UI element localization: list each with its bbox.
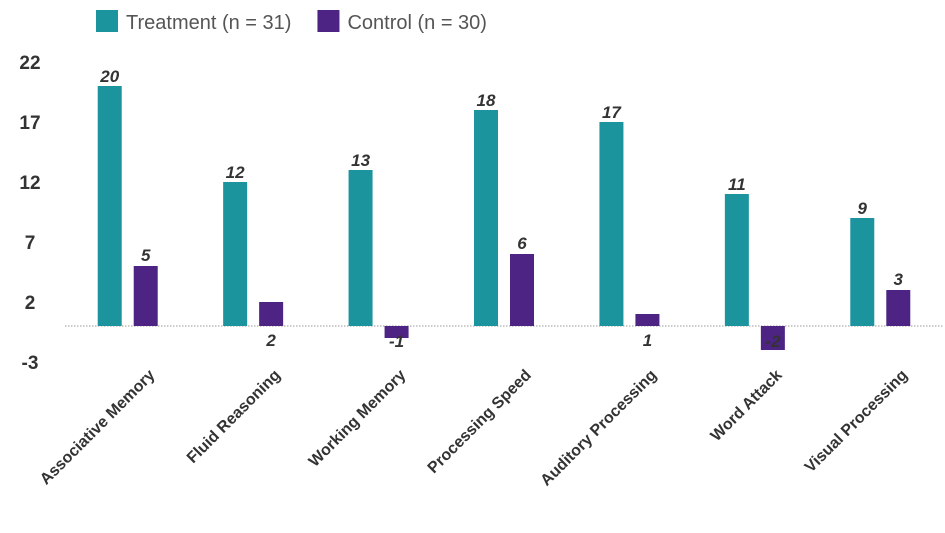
y-tick-label: 22 (19, 53, 40, 74)
bar-treatment-n-31-processing-speed (474, 110, 498, 326)
data-label-control-n-30-auditory-processing: 1 (643, 331, 652, 350)
x-tick-label-fluid-reasoning: Fluid Reasoning (184, 367, 284, 467)
bar-control-n-30-word-attack (760, 326, 785, 350)
bar-treatment-n-31-word-attack (724, 194, 749, 326)
legend-swatch-treatment-n-31 (96, 10, 118, 32)
x-tick-label-processing-speed: Processing Speed (425, 367, 535, 477)
data-label-treatment-n-31-fluid-reasoning: 12 (226, 163, 245, 182)
legend-swatch-control-n-30 (317, 10, 340, 32)
bar-control-n-30-processing-speed (510, 254, 534, 326)
bar-treatment-n-31-visual-processing (850, 218, 875, 326)
bar-treatment-n-31-working-memory (348, 170, 373, 326)
data-label-control-n-30-visual-processing: 3 (894, 270, 904, 289)
y-tick-label: 17 (19, 113, 40, 134)
bar-treatment-n-31-fluid-reasoning (223, 182, 248, 326)
bar-treatment-n-31-auditory-processing (599, 122, 624, 326)
legend-label-treatment-n-31: Treatment (n = 31) (126, 12, 291, 34)
data-label-treatment-n-31-associative-memory: 20 (99, 67, 119, 86)
bar-control-n-30-associative-memory (133, 266, 158, 326)
bar-control-n-30-auditory-processing (635, 314, 660, 326)
data-label-treatment-n-31-auditory-processing: 17 (602, 103, 622, 122)
y-tick-label: -3 (22, 353, 39, 374)
x-axis: Associative Memory Fluid Reasoning Working… (37, 367, 911, 490)
x-tick-label-auditory-processing: Auditory Processing (538, 367, 661, 490)
data-label-treatment-n-31-processing-speed: 18 (477, 91, 496, 110)
bar-control-n-30-visual-processing (886, 290, 911, 326)
y-axis: 22 17 12 7 2 -3 (19, 53, 40, 374)
bar-treatment-n-31-associative-memory (97, 86, 122, 326)
data-label-control-n-30-associative-memory: 5 (141, 246, 151, 265)
data-label-treatment-n-31-working-memory: 13 (351, 151, 370, 170)
data-label-treatment-n-31-visual-processing: 9 (858, 199, 868, 218)
data-label-control-n-30-processing-speed: 6 (517, 234, 527, 253)
x-tick-label-visual-processing: Visual Processing (802, 367, 911, 476)
data-label-treatment-n-31-word-attack: 11 (728, 175, 746, 194)
x-tick-label-working-memory: Working Memory (306, 367, 410, 471)
legend: Treatment (n = 31) Control (n = 30) (96, 10, 487, 34)
x-tick-label-associative-memory: Associative Memory (37, 367, 159, 489)
bar-control-n-30-working-memory (384, 326, 409, 338)
data-label-control-n-30-fluid-reasoning: 2 (265, 331, 276, 350)
data-label-control-n-30-word-attack: -2 (765, 332, 781, 351)
y-tick-label: 12 (19, 173, 40, 194)
y-tick-label: 7 (25, 233, 36, 254)
legend-label-control-n-30: Control (n = 30) (347, 12, 487, 34)
data-label-control-n-30-working-memory: -1 (389, 332, 404, 351)
y-tick-label: 2 (25, 293, 36, 314)
bar-control-n-30-fluid-reasoning (259, 302, 284, 326)
x-tick-label-word-attack: Word Attack (708, 367, 786, 445)
bars (97, 86, 911, 350)
